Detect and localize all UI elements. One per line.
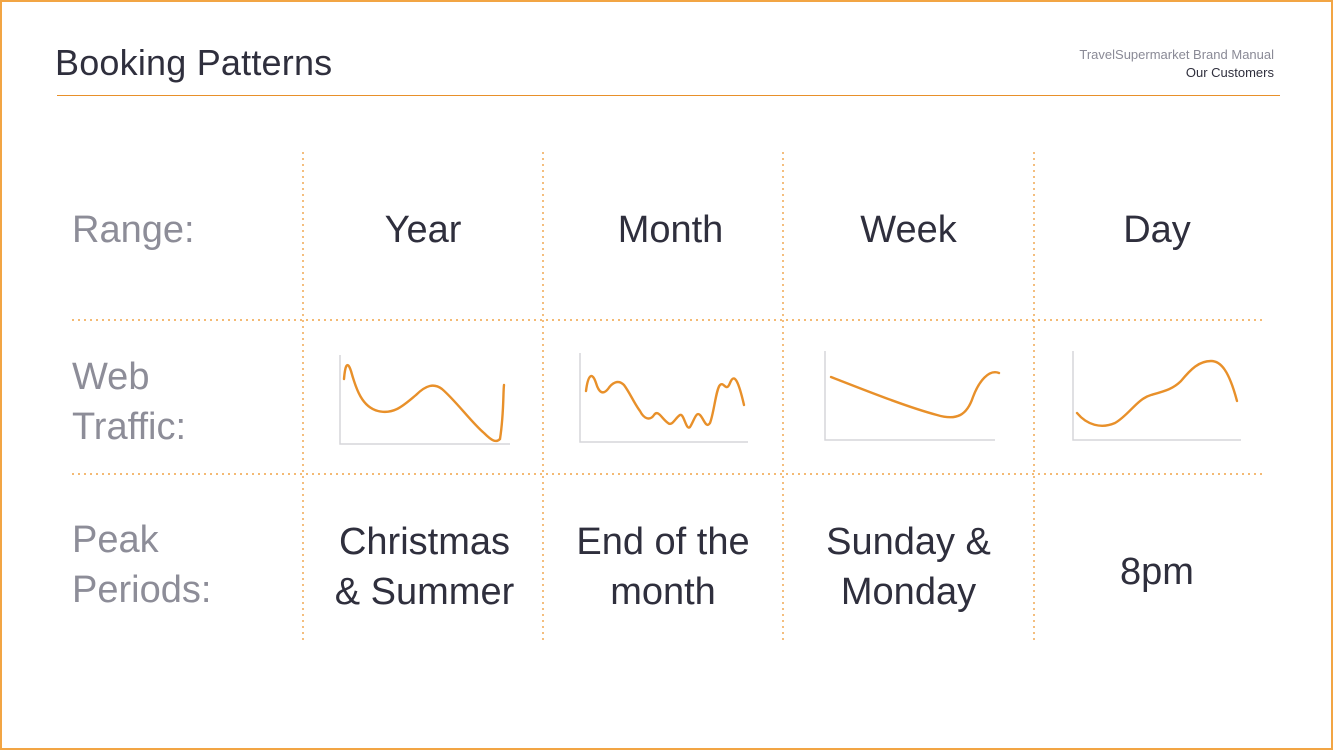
range-week: Week: [860, 209, 957, 251]
peak-day: 8pm: [1120, 551, 1194, 593]
month-traffic-sparkline: [579, 353, 748, 443]
brand-header: TravelSupermarket Brand Manual Our Custo…: [1079, 46, 1274, 82]
peak-week: Sunday & Monday: [826, 521, 991, 613]
section-label: Our Customers: [1185, 65, 1274, 80]
page-title: Booking Patterns: [55, 42, 333, 83]
brand-manual-label: TravelSupermarket Brand Manual: [1079, 47, 1274, 62]
peak-month: End of the month: [576, 521, 750, 613]
year-traffic-sparkline: [339, 355, 510, 445]
peak-year: Christmas & Summer: [334, 521, 515, 613]
range-month: Month: [617, 209, 724, 251]
range-year: Year: [384, 209, 462, 251]
header-divider: [57, 95, 1280, 96]
range-day: Day: [1123, 209, 1191, 251]
day-traffic-sparkline: [1072, 351, 1241, 441]
traffic-row-label: Web Traffic:: [72, 356, 187, 448]
peak-row-label: Peak Periods:: [72, 519, 212, 611]
week-traffic-sparkline: [824, 351, 1001, 441]
range-row-label: Range:: [72, 209, 195, 251]
